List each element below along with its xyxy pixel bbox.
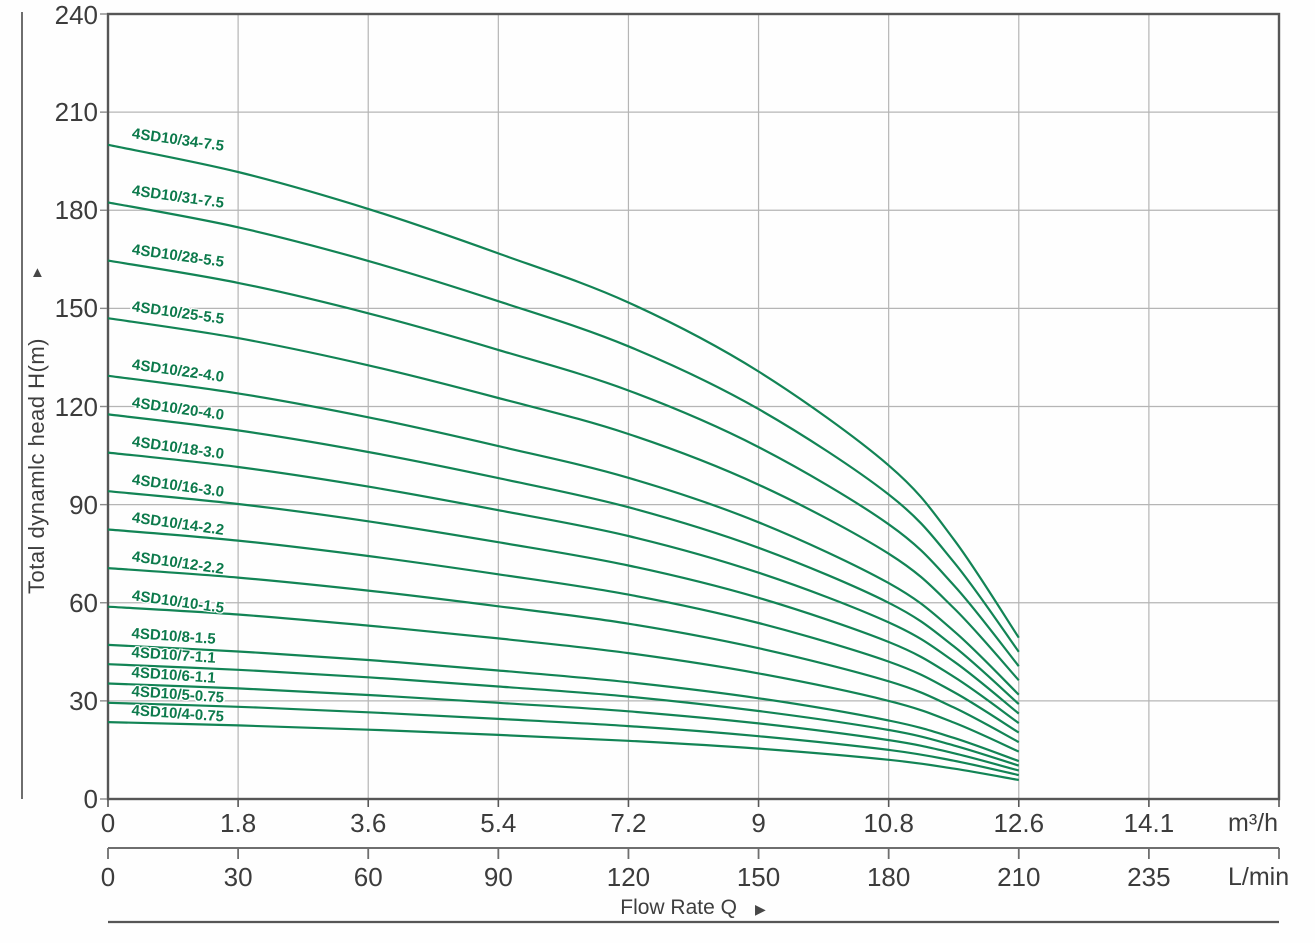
pump-curve-4SD10/10-1.5 <box>107 605 1020 753</box>
y-tick-label-30: 30 <box>69 685 98 716</box>
x-tick-m3h-7.2: 7.2 <box>610 808 647 838</box>
pump-curve-4SD10/20-4.0 <box>107 413 1020 705</box>
pump-curve-4SD10/34-7.5 <box>107 143 1020 639</box>
x-tick-m3h-9: 9 <box>751 808 766 838</box>
x-tick-lmin-120: 120 <box>606 862 651 892</box>
y-tick-label-90: 90 <box>69 489 98 520</box>
y-axis-title: Total dynamlc head H(m) <box>24 337 49 595</box>
x-axis-unit-lmin: L/min <box>1228 863 1290 891</box>
plot-border <box>106 12 1281 801</box>
y-tick-label-240: 240 <box>54 0 98 30</box>
y-tick-label-180: 180 <box>54 195 98 226</box>
x-tick-lmin-0: 0 <box>100 862 116 892</box>
x-tick-m3h-0: 0 <box>100 808 116 838</box>
y-tick-label-150: 150 <box>54 293 98 324</box>
x-tick-m3h-3.6: 3.6 <box>350 808 387 838</box>
y-tick-label-0: 0 <box>83 784 98 814</box>
x-tick-lmin-210: 210 <box>997 862 1041 892</box>
x-axis-right-arrow-icon: ▶ <box>754 901 766 917</box>
x-axis-title-text: Flow Rate Q <box>620 896 737 919</box>
pump-curve-4SD10/28-5.5 <box>107 259 1020 667</box>
x-axis-title: Flow Rate Q ▶ <box>620 896 765 920</box>
x-tick-m3h-1.8: 1.8 <box>220 808 257 838</box>
x-tick-m3h-10.8: 10.8 <box>863 808 914 838</box>
pump-curve-4SD10/7-1.1 <box>107 663 1020 767</box>
pump-curve-4SD10/6-1.1 <box>107 682 1020 772</box>
pump-curve-4SD10/22-4.0 <box>107 374 1020 696</box>
x-axis-unit-m3h: m³/h <box>1228 809 1278 837</box>
pump-curve-4SD10/25-5.5 <box>107 317 1020 682</box>
pump-curve-4SD10/14-2.2 <box>107 528 1020 734</box>
x-tick-lmin-60: 60 <box>353 862 383 892</box>
x-tick-lmin-150: 150 <box>736 862 781 892</box>
pump-curve-4SD10/18-3.0 <box>107 451 1020 715</box>
pump-curve-4SD10/16-3.0 <box>107 490 1020 724</box>
y-axis-up-arrow-icon: ▲ <box>30 264 45 281</box>
x-tick-lmin-90: 90 <box>483 862 513 892</box>
pump-curve-4SD10/4-0.75 <box>107 721 1019 782</box>
pump-curve-4SD10/31-7.5 <box>107 201 1020 653</box>
pump-curve-4SD10/5-0.75 <box>107 701 1020 777</box>
y-tick-label-60: 60 <box>69 587 98 618</box>
x-tick-lmin-30: 30 <box>223 862 253 892</box>
pump-curve-4SD10/8-1.5 <box>107 643 1020 763</box>
x-tick-lmin-180: 180 <box>866 862 911 892</box>
x-tick-m3h-5.4: 5.4 <box>480 808 517 838</box>
pump-curve-4SD10/12-2.2 <box>107 567 1020 744</box>
y-tick-label-210: 210 <box>54 97 98 128</box>
x-tick-m3h-12.6: 12.6 <box>993 808 1045 838</box>
x-tick-m3h-14.1: 14.1 <box>1123 808 1175 838</box>
y-tick-label-120: 120 <box>54 391 98 422</box>
x-tick-lmin-235: 235 <box>1127 862 1171 892</box>
